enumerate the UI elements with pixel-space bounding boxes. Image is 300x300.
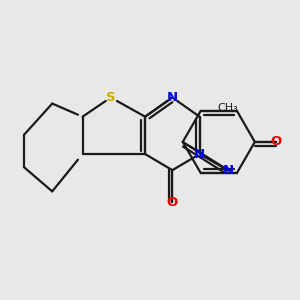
Text: CH₃: CH₃ xyxy=(218,103,238,113)
Text: N: N xyxy=(167,91,178,104)
Text: S: S xyxy=(106,91,116,104)
Text: O: O xyxy=(270,135,282,148)
Text: N: N xyxy=(194,148,205,160)
Text: O: O xyxy=(167,196,178,209)
Text: N: N xyxy=(222,164,233,177)
